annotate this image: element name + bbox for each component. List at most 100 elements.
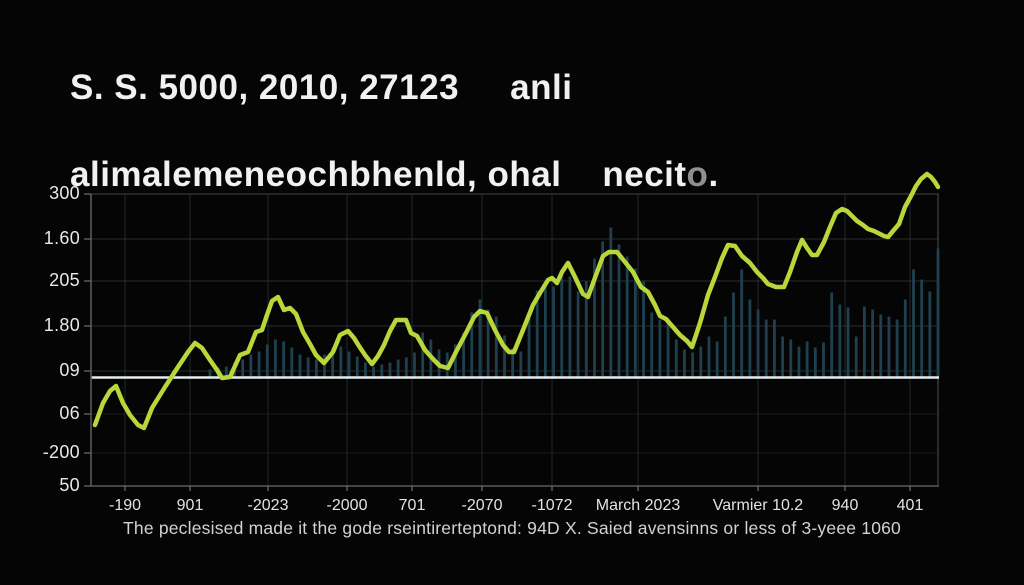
volume-bar: [879, 314, 883, 377]
volume-bar: [756, 309, 760, 377]
volume-bar: [797, 346, 801, 377]
x-axis-label: March 2023: [595, 497, 681, 514]
volume-bar: [249, 354, 253, 377]
y-axis-label: 50: [59, 475, 80, 495]
volume-bar: [511, 348, 515, 377]
volume-bar: [372, 366, 375, 377]
volume-bar: [274, 339, 277, 377]
volume-bar: [388, 362, 392, 377]
volume-bar: [830, 292, 834, 377]
x-axis-label: -1072: [531, 497, 573, 514]
volume-bar: [454, 344, 457, 377]
volume-bar: [527, 311, 531, 377]
x-axis-label: -190: [108, 497, 142, 514]
volume-bar: [593, 258, 596, 377]
volume-bar: [781, 336, 784, 377]
volume-bar: [740, 269, 744, 377]
volume-bar: [445, 352, 449, 377]
volume-bar: [715, 341, 719, 377]
volume-bar: [224, 366, 228, 377]
volume-bar: [633, 268, 637, 377]
x-axis-label: 940: [831, 497, 859, 514]
volume-bar: [723, 316, 727, 377]
volume-bar: [208, 369, 212, 377]
y-axis-label: 09: [59, 360, 80, 380]
x-axis-label: -2000: [326, 497, 368, 514]
title-line-2-main: alimalemeneochbhenld, ohal necit: [70, 155, 687, 194]
volume-bar: [854, 336, 858, 377]
volume-bar: [478, 299, 482, 377]
volume-bar: [936, 248, 940, 377]
volume-bar: [396, 359, 400, 377]
volume-bar: [707, 336, 711, 377]
volume-bar: [486, 309, 490, 377]
volume-bar: [642, 281, 645, 377]
volume-bar: [306, 357, 310, 377]
y-axis-label: 300: [49, 183, 80, 203]
volume-bar: [601, 241, 605, 377]
volume-bar: [838, 304, 842, 377]
volume-bar: [535, 290, 539, 377]
volume-bar: [519, 351, 523, 377]
volume-bar: [421, 332, 425, 377]
volume-bar: [609, 227, 613, 377]
volume-bar: [683, 349, 686, 377]
volume-bar: [871, 309, 874, 377]
chart-title: S. S. 5000, 2010, 27123 anli alimalemene…: [70, 26, 719, 236]
x-axis-label: 701: [398, 497, 426, 514]
trend-line: [92, 171, 941, 431]
volume-bar: [339, 346, 343, 377]
volume-bar: [552, 286, 555, 377]
volume-bar: [470, 312, 474, 377]
volume-bar: [323, 354, 326, 377]
volume-bar: [257, 351, 261, 377]
volume-bar: [773, 319, 776, 377]
volume-bar: [380, 364, 384, 377]
volume-bar: [789, 339, 793, 377]
volume-bar: [813, 347, 817, 377]
volume-bar: [699, 346, 703, 377]
chart-caption: The peclesised made it the gode rseintir…: [123, 518, 901, 538]
x-axis-label: -2070: [461, 497, 503, 514]
volume-bar: [331, 347, 335, 377]
volume-bar: [863, 306, 866, 377]
volume-bar: [691, 352, 695, 377]
volume-bar: [265, 344, 269, 377]
volume-bar: [576, 291, 580, 377]
volume-bar: [887, 316, 891, 377]
x-axis-label: 901: [176, 497, 204, 514]
volume-bar: [895, 319, 899, 377]
volume-bar: [650, 312, 654, 377]
volume-bar: [347, 351, 351, 377]
volume-bar: [494, 316, 498, 377]
y-axis-label: 06: [59, 403, 80, 423]
volume-bar: [241, 359, 245, 377]
volume-bar: [625, 256, 629, 377]
volume-bar: [503, 335, 506, 377]
y-axis-label: 1.80: [43, 315, 80, 335]
volume-bar: [364, 362, 367, 377]
volume-bar: [732, 292, 735, 377]
volume-bar: [805, 341, 809, 377]
x-axis-label: -2023: [247, 497, 289, 514]
volume-bar: [920, 279, 924, 377]
volume-bar: [584, 281, 588, 377]
volume-bar: [658, 319, 662, 377]
volume-bar: [282, 341, 286, 377]
volume-bar: [822, 342, 825, 377]
volume-bar: [846, 307, 850, 377]
volume-bar: [912, 269, 915, 377]
volume-bar: [903, 299, 907, 377]
title-line-2: alimalemeneochbhenld, ohal necito.: [70, 149, 719, 200]
volume-bar: [928, 291, 932, 377]
volume-bar: [568, 276, 572, 377]
volume-bar: [617, 244, 621, 377]
volume-bar: [290, 347, 294, 377]
y-axis-label: 205: [49, 270, 80, 290]
x-axis-label: 401: [896, 497, 924, 514]
volume-bar: [543, 283, 547, 377]
volume-bar: [560, 273, 564, 377]
volume-bar: [404, 357, 408, 377]
volume-bar: [674, 339, 678, 377]
